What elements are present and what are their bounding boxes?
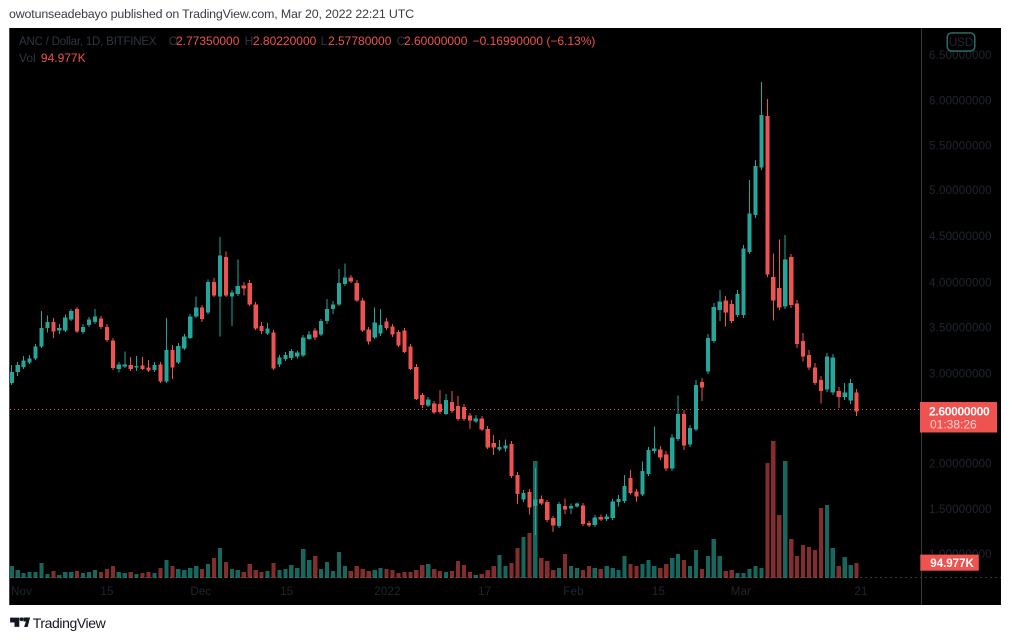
svg-text:ANC / Dollar, 1D, BITFINEX: ANC / Dollar, 1D, BITFINEX	[19, 36, 157, 48]
svg-text:Mar: Mar	[731, 586, 751, 598]
svg-text:6.50000000: 6.50000000	[929, 50, 992, 62]
svg-text:Feb: Feb	[563, 586, 583, 598]
svg-text:5.50000000: 5.50000000	[929, 141, 992, 153]
svg-text:15: 15	[280, 586, 293, 598]
svg-text:94.977K: 94.977K	[41, 51, 86, 65]
svg-text:Vol: Vol	[19, 51, 36, 65]
svg-text:−0.16990000 (−6.13%): −0.16990000 (−6.13%)	[473, 34, 596, 48]
svg-text:Nov: Nov	[11, 586, 32, 598]
svg-text:2.60000000: 2.60000000	[929, 405, 990, 419]
svg-text:5.00000000: 5.00000000	[929, 185, 992, 197]
svg-text:2.60000000: 2.60000000	[404, 34, 468, 48]
svg-text:C: C	[397, 34, 406, 48]
svg-text:2022: 2022	[374, 586, 400, 598]
svg-text:1.50000000: 1.50000000	[929, 504, 992, 516]
svg-text:2.80220000: 2.80220000	[253, 34, 317, 48]
svg-text:3.50000000: 3.50000000	[929, 323, 992, 335]
svg-text:H: H	[245, 34, 254, 48]
svg-text:21: 21	[854, 586, 867, 598]
svg-text:4.50000000: 4.50000000	[929, 231, 992, 243]
svg-text:2.00000000: 2.00000000	[929, 459, 992, 471]
svg-text:15: 15	[100, 586, 113, 598]
svg-text:17: 17	[478, 586, 491, 598]
svg-text:6.00000000: 6.00000000	[929, 95, 992, 107]
svg-text:3.00000000: 3.00000000	[929, 369, 992, 381]
svg-text:2.57780000: 2.57780000	[328, 34, 392, 48]
svg-text:2.77350000: 2.77350000	[176, 34, 240, 48]
svg-text:01:38:26: 01:38:26	[930, 418, 977, 432]
svg-text:4.00000000: 4.00000000	[929, 278, 992, 290]
svg-text:USD: USD	[949, 37, 973, 49]
svg-text:15: 15	[652, 586, 665, 598]
svg-text:L: L	[321, 34, 328, 48]
svg-text:94.977K: 94.977K	[930, 558, 974, 570]
svg-text:O: O	[169, 34, 178, 48]
svg-text:Dec: Dec	[190, 586, 211, 598]
